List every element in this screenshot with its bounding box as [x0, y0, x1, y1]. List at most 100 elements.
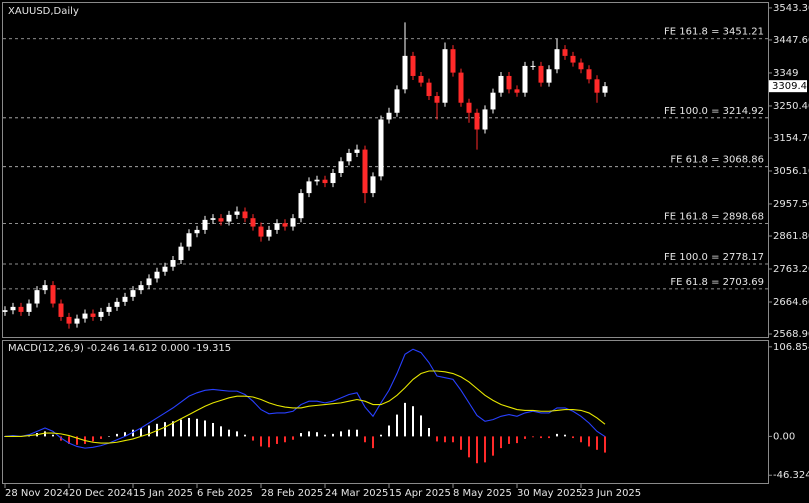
histogram-bar — [332, 433, 334, 437]
histogram-bar — [252, 436, 254, 441]
histogram-bar — [468, 436, 470, 458]
y-tick-label: 2763.20 — [773, 264, 809, 275]
candle-body — [266, 229, 272, 237]
candle-body — [26, 303, 32, 312]
histogram-bar — [364, 436, 366, 443]
histogram-bar — [116, 433, 118, 437]
price-tag-label: 3309.48 — [772, 81, 809, 92]
histogram-bar — [604, 436, 606, 453]
level-label: FE 161.8 = 3451.21 — [664, 27, 764, 38]
candle-body — [138, 285, 144, 291]
level-label: FE 161.8 = 2898.68 — [664, 212, 764, 223]
candle-body — [282, 223, 288, 227]
candle-body — [482, 109, 488, 130]
candle-body — [242, 211, 248, 219]
macd-panel-frame — [2, 340, 769, 484]
candle-body — [314, 179, 320, 182]
histogram-bar — [196, 418, 198, 437]
histogram-bar — [412, 406, 414, 437]
y-tick-label: 0.00 — [773, 431, 795, 442]
y-tick-label: 2861.80 — [773, 231, 809, 242]
histogram-bar — [268, 436, 270, 448]
candle-body — [154, 271, 160, 279]
indicator-title: MACD(12,26,9) -0.246 14.612 0.000 -19.31… — [8, 343, 231, 354]
candle-body — [90, 313, 96, 317]
histogram-bar — [348, 429, 350, 437]
candle-body — [602, 86, 608, 93]
candle-body — [594, 79, 600, 93]
histogram-bar — [428, 428, 430, 437]
indicator-line — [5, 370, 606, 444]
histogram-bar — [516, 436, 518, 444]
candle-body — [530, 65, 536, 67]
histogram-bar — [100, 436, 102, 439]
y-tick-label: -46.324 — [773, 470, 809, 481]
histogram-bar — [44, 431, 46, 437]
histogram-bar — [140, 428, 142, 437]
candle-body — [514, 89, 520, 93]
histogram-bar — [532, 436, 534, 438]
candle-body — [434, 96, 440, 103]
candle-body — [42, 285, 48, 291]
histogram-bar — [508, 436, 510, 444]
histogram-bar — [588, 436, 590, 447]
candle-body — [146, 278, 152, 286]
histogram-bar — [68, 436, 70, 444]
x-tick-label: 6 Feb 2025 — [197, 488, 253, 499]
histogram-bar — [380, 434, 382, 437]
histogram-bar — [244, 434, 246, 437]
x-tick-label: 23 Jun 2025 — [581, 488, 641, 499]
candle-body — [490, 92, 496, 110]
candle-body — [106, 306, 112, 312]
histogram-bar — [444, 436, 446, 443]
histogram-bar — [476, 436, 478, 464]
candle-body — [498, 75, 504, 93]
histogram-bar — [356, 429, 358, 437]
histogram-bar — [292, 436, 294, 440]
histogram-bar — [108, 436, 110, 437]
histogram-bar — [596, 436, 598, 450]
level-label: FE 100.0 = 3214.92 — [664, 106, 764, 117]
x-tick-label: 20 Dec 2024 — [69, 488, 133, 499]
candle-body — [202, 219, 208, 230]
level-label: FE 100.0 = 2778.17 — [664, 252, 764, 263]
candle-body — [370, 176, 376, 194]
histogram-bar — [548, 436, 550, 439]
histogram-bar — [260, 436, 262, 447]
histogram-bar — [396, 414, 398, 437]
y-tick-label: 2957.50 — [773, 199, 809, 210]
candle-body — [274, 223, 280, 230]
histogram-bar — [580, 436, 582, 443]
candle-body — [218, 218, 224, 222]
histogram-bar — [564, 434, 566, 437]
histogram-bar — [124, 432, 126, 437]
candle-body — [98, 311, 104, 317]
histogram-bar — [500, 436, 502, 449]
x-tick-label: 24 Mar 2025 — [325, 488, 388, 499]
y-tick-label: 3349 — [773, 68, 798, 79]
histogram-bar — [236, 431, 238, 437]
candle-body — [82, 313, 88, 319]
candle-body — [538, 65, 544, 83]
candle-body — [258, 226, 264, 237]
candle-body — [50, 285, 56, 304]
histogram-bar — [436, 436, 438, 442]
candle-body — [306, 181, 312, 194]
histogram-bar — [372, 436, 374, 449]
histogram-bar — [188, 417, 190, 437]
y-tick-label: 3543.30 — [773, 3, 809, 14]
price-tag — [769, 80, 807, 93]
candle-body — [330, 173, 336, 184]
candle-body — [362, 149, 368, 194]
histogram-bar — [92, 436, 94, 442]
candle-body — [210, 218, 216, 220]
candle-body — [10, 306, 16, 311]
histogram-bar — [484, 436, 486, 463]
candle-body — [66, 316, 72, 324]
candle-body — [234, 211, 240, 215]
candle-body — [290, 218, 296, 227]
histogram-bar — [404, 402, 406, 437]
candle-body — [450, 49, 456, 73]
histogram-bar — [388, 425, 390, 437]
x-tick-label: 28 Feb 2025 — [261, 488, 323, 499]
